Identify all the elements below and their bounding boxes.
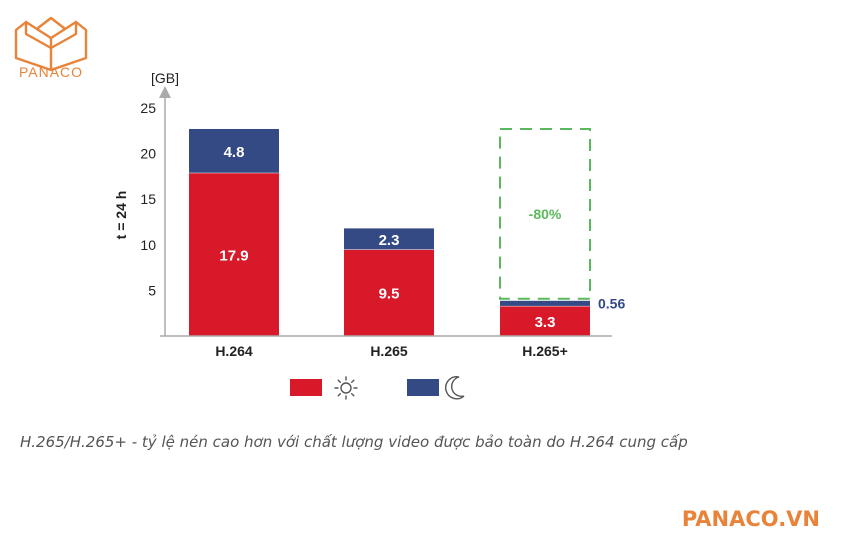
x-tick-label: H.265	[370, 343, 408, 359]
data-label-day: 17.9	[219, 247, 248, 264]
y-tick-label: 20	[140, 146, 156, 162]
bar-night-h265	[344, 228, 434, 250]
bar-night-h265	[500, 300, 590, 306]
bar-day-h265	[344, 249, 434, 336]
x-tick-label: H.264	[215, 343, 253, 359]
data-label-day: 3.3	[535, 314, 556, 331]
y-tick-label: 25	[140, 100, 156, 116]
data-labels: 17.9 4.8 9.5 2.3 3.3 0.56	[219, 144, 625, 331]
x-tick-labels: H.264 H.265 H.265+	[215, 343, 567, 359]
y-tick-label: 10	[140, 237, 156, 253]
y-axis-label: t = 24 h	[113, 191, 129, 240]
sun-icon	[334, 376, 358, 400]
moon-icon	[445, 376, 465, 400]
legend-night-swatch	[407, 379, 439, 396]
data-label-night: 2.3	[379, 232, 400, 249]
savings-annotation-label: -80%	[529, 206, 562, 222]
legend-day-swatch	[290, 379, 322, 396]
legend	[290, 376, 465, 400]
y-tick-label: 15	[140, 191, 156, 207]
data-label-night: 4.8	[224, 144, 245, 161]
data-label-night: 0.56	[598, 295, 625, 311]
logo-text: PANACO	[18, 64, 84, 80]
bar-night-h264	[189, 128, 279, 173]
panaco-logo	[14, 16, 88, 72]
x-tick-label: H.265+	[522, 343, 568, 359]
bar-chart: [GB] t = 24 h 5 10 15 20 25 17.9 4.8 9.5 2.3 3.3…	[113, 70, 625, 400]
y-ticks: 5 10 15 20 25	[140, 100, 156, 298]
bar-day-h264	[189, 172, 279, 336]
bars	[189, 128, 590, 336]
figure-caption: H.265/H.265+ - tỷ lệ nén cao hơn với chấ…	[20, 433, 688, 451]
savings-annotation-box	[499, 127, 591, 300]
data-label-day: 9.5	[379, 286, 400, 303]
bar-day-h265	[500, 305, 590, 336]
y-tick-label: 5	[148, 282, 156, 298]
brand-text: PANACO.VN	[681, 507, 820, 531]
y-unit-label: [GB]	[151, 70, 179, 86]
